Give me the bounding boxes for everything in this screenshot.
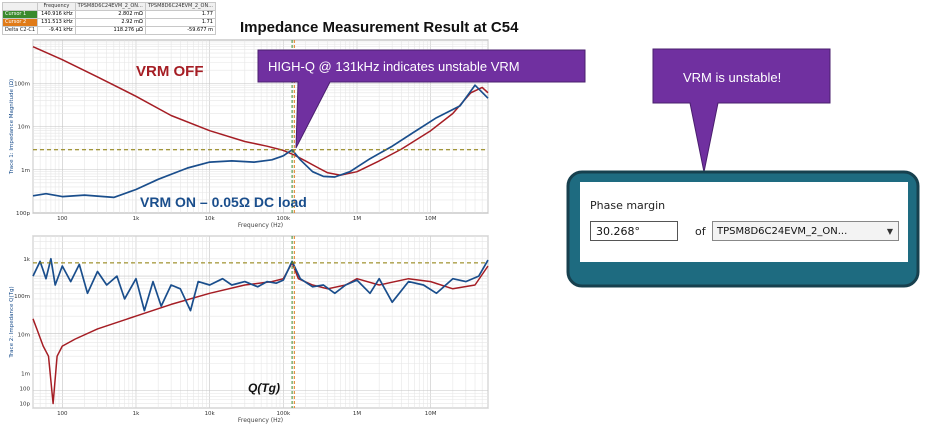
- phase-margin-input[interactable]: 30.268°: [590, 221, 678, 241]
- y-tick-label: 1m: [21, 168, 30, 174]
- high-q-callout-text: HIGH-Q @ 131kHz indicates unstable VRM: [268, 59, 520, 74]
- cursor-table: Frequency TPSM8D6C24EVM_2_ON... TPSM8D6C…: [1, 2, 217, 35]
- y-axis-label: Trace 1: Impedance Magnitude (Ω): [9, 79, 15, 175]
- chevron-down-icon: ▼: [886, 227, 893, 236]
- unstable-callout: VRM is unstable!: [652, 48, 831, 173]
- x-tick-label: 1k: [133, 411, 140, 417]
- x-tick-label: 100k: [276, 411, 290, 417]
- y-tick-label: 100m: [14, 294, 30, 300]
- plot-area: [32, 235, 489, 409]
- x-tick-label: 100k: [276, 216, 290, 222]
- x-axis-label: Frequency (Hz): [238, 222, 283, 229]
- x-tick-label: 100: [57, 216, 68, 222]
- y-tick-label: 100: [20, 386, 31, 392]
- unstable-callout-text: VRM is unstable!: [683, 70, 781, 85]
- y-tick-label: 100p: [16, 211, 30, 217]
- x-axis-label: Frequency (Hz): [238, 417, 283, 424]
- q-tg-annotation: Q(Tg): [248, 381, 280, 395]
- series-vrm-on-line: [32, 257, 489, 312]
- table-row[interactable]: Delta C2-C1 -9.41 kHz 118.276 µΩ -59.677…: [1, 26, 217, 35]
- table-cell: -59.677 m: [144, 26, 217, 35]
- x-tick-label: 1k: [133, 216, 140, 222]
- y-tick-label: 10m: [18, 333, 30, 339]
- series-vrm-on-line: [32, 84, 489, 199]
- y-tick-label: 1k: [23, 257, 30, 263]
- x-tick-label: 10k: [205, 216, 216, 222]
- x-tick-label: 10k: [205, 411, 216, 417]
- trace-select-value: TPSM8D6C24EVM_2_ON...: [717, 226, 848, 237]
- table-cell: -9.41 kHz: [37, 26, 76, 35]
- impedance-q-chart: 100 1k 10k 100k 1M 10M 1k 100m 10m 1m 100 10p Freque…: [9, 235, 489, 424]
- x-tick-label: 10M: [425, 411, 437, 417]
- x-tick-label: 10M: [425, 216, 437, 222]
- y-axis-label: Trace 2: Impedance Q(Tg): [9, 286, 15, 358]
- y-tick-label: 10p: [20, 401, 31, 407]
- x-tick-label: 1M: [353, 216, 361, 222]
- vrm-on-annotation: VRM ON – 0.05Ω DC load: [140, 194, 307, 210]
- trace-select[interactable]: TPSM8D6C24EVM_2_ON... ▼: [712, 221, 899, 241]
- y-tick-label: 100m: [14, 81, 30, 87]
- phase-margin-of-label: of: [695, 225, 706, 238]
- x-tick-label: 1M: [353, 411, 361, 417]
- high-q-callout: HIGH-Q @ 131kHz indicates unstable VRM: [257, 49, 586, 149]
- y-tick-label: 1m: [21, 371, 30, 377]
- page-title: Impedance Measurement Result at C54: [240, 19, 519, 36]
- y-tick-label: 10m: [18, 125, 30, 131]
- vrm-off-annotation: VRM OFF: [136, 63, 204, 80]
- x-tick-label: 100: [57, 411, 68, 417]
- series-vrm-off-line: [32, 46, 489, 176]
- phase-margin-label: Phase margin: [590, 199, 666, 212]
